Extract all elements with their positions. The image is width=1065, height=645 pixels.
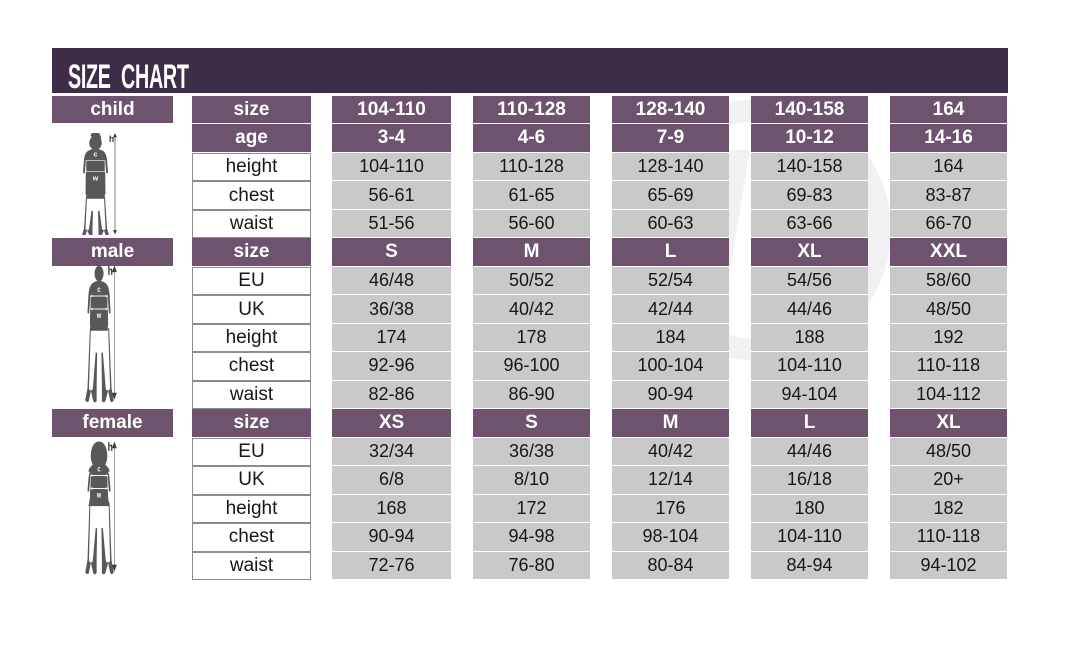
svg-text:w: w <box>96 312 102 320</box>
svg-text:c: c <box>97 286 100 294</box>
svg-text:w: w <box>92 173 99 182</box>
svg-text:c: c <box>94 149 98 158</box>
svg-text:w: w <box>96 492 102 500</box>
svg-text:h: h <box>108 264 113 278</box>
svg-text:h: h <box>108 441 113 455</box>
svg-text:c: c <box>97 466 100 474</box>
svg-text:h: h <box>109 133 114 143</box>
